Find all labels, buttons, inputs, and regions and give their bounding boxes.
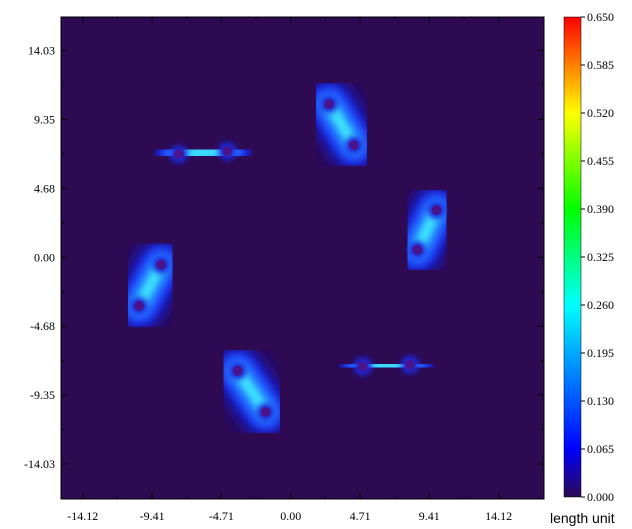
- plot-area: [61, 17, 544, 499]
- x-tick-label: 4.71: [350, 509, 371, 523]
- density-core: [232, 365, 243, 376]
- density-core: [324, 98, 335, 109]
- y-tick-label: 14.03: [28, 43, 55, 57]
- y-tick-label: -9.35: [30, 388, 55, 402]
- colorbar-tick-label: 0.650: [587, 10, 614, 24]
- density-lobe: [152, 125, 254, 181]
- colorbar-tick-label: 0.130: [587, 394, 614, 408]
- x-tick-label: 9.41: [419, 509, 440, 523]
- x-tick-label: -4.71: [209, 509, 234, 523]
- colorbar-tick-label: 0.390: [587, 202, 614, 216]
- x-tick-label: 14.12: [485, 509, 512, 523]
- density-core: [412, 244, 423, 255]
- density-core: [222, 146, 233, 157]
- colorbar-unit-label: length unit: [550, 510, 615, 526]
- density-core: [260, 407, 271, 418]
- colorbar-tick-label: 0.325: [587, 250, 614, 264]
- y-tick-label: -4.68: [30, 319, 55, 333]
- density-lobes: [113, 77, 463, 439]
- density-lobe: [211, 344, 292, 439]
- density-core: [357, 361, 368, 372]
- x-tick-label: -14.12: [67, 509, 98, 523]
- density-core: [404, 359, 415, 370]
- density-core: [134, 300, 145, 311]
- colorbar-tick-label: 0.585: [587, 58, 614, 72]
- plot-frame: [60, 16, 545, 500]
- density-core: [173, 149, 184, 160]
- axis-ticks: -14.12 -9.41 -4.71 0.00 4.71 9.41 14.12 14.03 9.…: [24, 17, 544, 523]
- density-lobe: [113, 238, 188, 332]
- x-tick-label: -9.41: [140, 509, 165, 523]
- y-tick-label: -14.03: [24, 457, 55, 471]
- x-tick-label: 0.00: [280, 509, 301, 523]
- y-tick-label: 0.00: [34, 250, 55, 264]
- colorbar-tick-label: 0.000: [587, 490, 614, 504]
- colorbar-tick-label: 0.520: [587, 106, 614, 120]
- density-lobe: [303, 77, 381, 172]
- colorbar-tick-label: 0.065: [587, 442, 614, 456]
- y-tick-label: 4.68: [34, 181, 55, 195]
- density-core: [431, 205, 442, 216]
- y-tick-label: 9.35: [34, 112, 55, 126]
- density-lobe: [391, 184, 463, 276]
- density-core: [349, 140, 360, 151]
- density-lobe: [336, 338, 436, 393]
- colorbar-tick-label: 0.195: [587, 346, 614, 360]
- colorbar-tick-label: 0.455: [587, 154, 614, 168]
- colorbar: [563, 16, 582, 498]
- density-core: [156, 259, 167, 270]
- colorbar-ticks: 0.650 0.585 0.520 0.455 0.390 0.325 0.260 0.195…: [581, 10, 614, 504]
- colorbar-tick-label: 0.260: [587, 298, 614, 312]
